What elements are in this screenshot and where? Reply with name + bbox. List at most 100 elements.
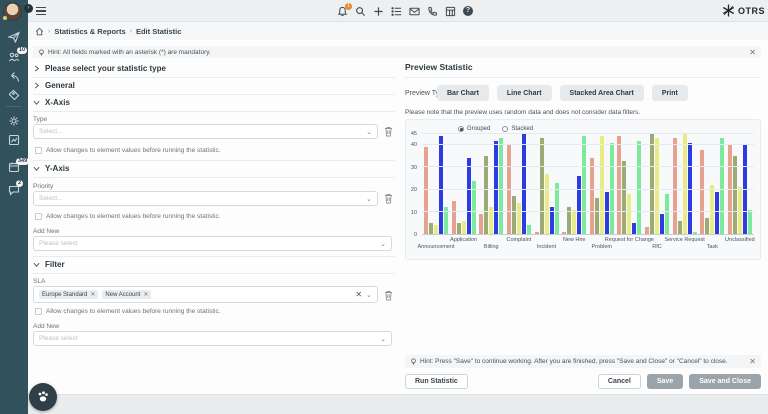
search-icon[interactable] [355,6,366,17]
hint-text: Hint: All fields marked with an asterisk… [48,49,211,56]
filter-delete-button[interactable] [384,290,393,301]
home-icon[interactable] [35,27,44,36]
y-axis-priority-label: Priority [33,183,53,190]
x-axis-type-select[interactable]: Select... ⌄ [33,124,378,139]
chat-widget-button[interactable] [29,383,57,411]
help-icon[interactable]: ? [463,6,474,17]
bar [582,136,586,234]
bar [527,225,531,234]
close-icon[interactable]: ✕ [749,48,756,57]
x-axis-delete-button[interactable] [384,126,393,137]
sidebar-item-admin[interactable] [7,114,21,128]
list-icon[interactable] [391,6,402,17]
y-axis-delete-button[interactable] [384,193,393,204]
grouped-radio-option[interactable]: Grouped [458,126,490,132]
y-tick-label: 10 [411,210,417,216]
bar [733,156,737,234]
section-statistic-type[interactable]: Please select your statistic type [33,64,395,73]
x-category-label: New Hire [563,237,586,243]
select-placeholder: Select... [39,128,62,135]
sidebar-item-statistics[interactable] [7,133,21,147]
bar [439,136,443,234]
divider [33,177,395,178]
sidebar-collapse-toggle[interactable]: › [24,4,33,13]
appointment-grid-icon[interactable] [445,6,456,17]
bar [452,201,456,234]
allow-changes-checkbox[interactable] [35,308,42,315]
divider [33,256,395,257]
menu-hamburger-icon[interactable] [36,7,46,15]
x-category-label: Task [707,244,718,250]
line-chart-button[interactable]: Line Chart [497,85,552,101]
bar [424,147,428,234]
breadcrumb-statistics-reports[interactable]: Statistics & Reports [54,27,125,36]
bar [577,176,581,234]
section-x-axis[interactable]: X-Axis [33,98,395,107]
notifications-bell-icon[interactable]: 1 [337,6,348,17]
clear-selection-icon[interactable]: ✕ [355,290,366,299]
bar [627,194,631,234]
sidebar-item-calendar[interactable]: 349 [7,160,21,174]
save-button[interactable]: Save [647,374,683,389]
section-general[interactable]: General [33,81,395,90]
footer-actions: Run Statistic Cancel Save Save and Close [405,374,761,389]
y-axis-priority-select[interactable]: Select... ⌄ [33,191,378,206]
y-axis-allow-changes-row: Allow changes to element values before r… [35,213,221,220]
phone-icon[interactable] [427,6,438,17]
bar-group: Complaint [507,134,531,234]
page-bottom-strip [28,394,768,414]
preview-chart: Grouped Stacked 01020304045 Announcement… [405,119,761,260]
preview-note: Please note that the preview uses random… [405,109,640,116]
close-icon[interactable]: ✕ [749,357,756,366]
sla-chip[interactable]: New Account✕ [102,290,151,299]
stacked-area-chart-button[interactable]: Stacked Area Chart [560,85,644,101]
sidebar-item-knowledge[interactable] [7,88,21,102]
gear-icon [8,115,20,127]
save-and-close-button[interactable]: Save and Close [689,374,761,389]
hint-bulb-icon [410,358,417,365]
sidebar-item-chat[interactable]: 2 [7,183,21,197]
section-title: Filter [45,260,65,269]
radio-selected-icon[interactable] [458,126,464,132]
section-filter[interactable]: Filter [33,260,395,269]
section-y-axis[interactable]: Y-Axis [33,164,395,173]
bar [748,210,752,234]
chevron-down-icon: ⌄ [380,335,386,343]
bar [710,185,714,234]
x-category-label: Service Request [664,237,704,243]
run-statistic-button[interactable]: Run Statistic [405,374,468,389]
divider [33,94,395,95]
bar [673,138,677,234]
allow-changes-checkbox[interactable] [35,147,42,154]
preview-type-buttons: Bar Chart Line Chart Stacked Area Chart … [437,85,688,101]
bar [572,210,576,234]
chip-remove-icon[interactable]: ✕ [90,291,95,298]
radio-icon[interactable] [502,126,508,132]
hint-bulb-icon [38,49,45,56]
chip-label: Europe Standard [42,292,87,298]
stacked-radio-option[interactable]: Stacked [502,126,533,132]
y-axis-add-new-select[interactable]: Please select ⌄ [33,236,392,251]
filter-add-new-select[interactable]: Please select ⌄ [33,331,392,346]
sidebar-badge: 349 [16,158,29,165]
sidebar-item-tickets[interactable] [7,70,21,84]
allow-changes-checkbox[interactable] [35,213,42,220]
cancel-button[interactable]: Cancel [598,374,641,389]
bar [743,145,747,234]
add-plus-icon[interactable] [373,6,384,17]
bar [484,156,488,234]
chevron-right-icon [33,82,40,89]
sidebar-item-dashboard[interactable] [7,30,21,44]
filter-allow-changes-row: Allow changes to element values before r… [35,308,221,315]
filter-sla-multiselect[interactable]: Europe Standard✕ New Account✕ ✕ ⌄ [33,286,378,303]
email-icon[interactable] [409,6,420,17]
chip-remove-icon[interactable]: ✕ [143,291,148,298]
bar-chart-button[interactable]: Bar Chart [437,85,489,101]
bar [499,138,503,234]
print-button[interactable]: Print [652,85,688,101]
sla-chip[interactable]: Europe Standard✕ [39,290,98,299]
bar [479,214,483,234]
bar [715,192,719,234]
sidebar-item-organizations[interactable]: 10 [7,50,21,64]
bar [617,136,621,234]
